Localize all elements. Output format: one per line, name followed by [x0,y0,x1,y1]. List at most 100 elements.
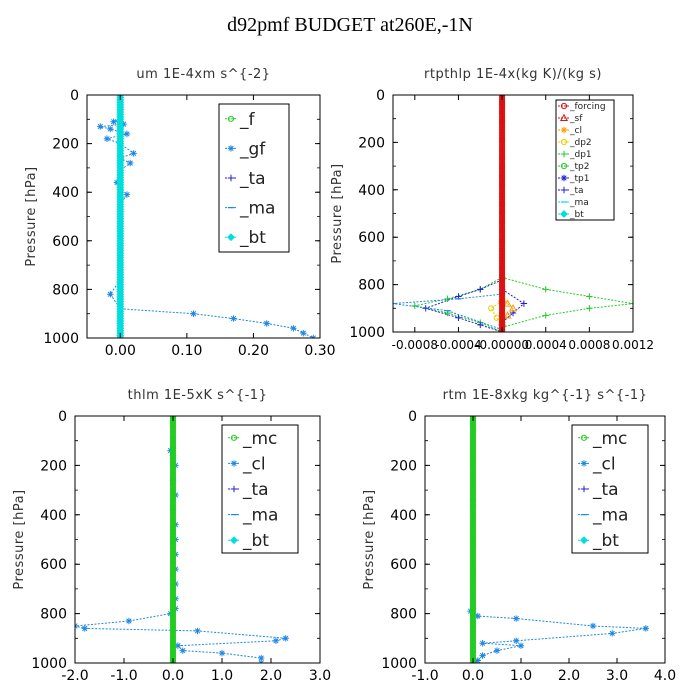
y-tick-label: 0 [58,409,67,425]
data-point [542,312,549,319]
x-tick-label: -0.00000 [475,338,529,352]
data-point [127,159,134,167]
data-point [455,314,462,321]
legend-marker [560,162,568,170]
y-tick-label: 0 [408,409,417,425]
legend-label: _forcing [569,102,606,112]
data-point [97,123,104,130]
y-tick-label: 200 [40,458,67,474]
legend-label: _ta [242,480,269,500]
legend-label: _cl [242,454,266,474]
legend-label: _sf [569,114,583,124]
data-point [263,320,270,327]
chart-panel: rtpthlp 1E-4x(kg K)/(kg s) Pressure [hPa]… [330,67,654,352]
legend-marker [227,145,235,152]
legend-label: _ta [569,186,584,196]
data-point [479,652,486,659]
legend-label: _bt [239,228,266,248]
data-point [474,612,481,620]
legend-marker [560,174,568,182]
data-point [110,118,117,125]
legend-marker [230,485,238,493]
y-tick-label: 200 [390,458,417,474]
data-point [477,321,484,329]
data-point [290,325,297,332]
chart-title: rtpthlp 1E-4x(kg K)/(kg s) [424,67,602,82]
legend-label: _bt [242,531,269,551]
data-point [586,293,593,300]
x-tick-label: 0.0 [162,668,184,684]
data-point [513,615,520,622]
chart-title: um 1E-4xm s^{-2} [136,67,270,82]
legend-label: _ma [592,506,628,526]
legend-marker [560,102,568,110]
x-tick-label: 3.0 [606,668,628,684]
data-point [517,642,525,649]
legend-marker [230,434,238,441]
x-tick-label: 1.0 [510,668,532,684]
legend-marker [560,186,568,194]
plot-area [393,95,633,332]
y-tick-label: 1000 [381,656,417,672]
legend-marker [227,174,235,182]
chart-title: thlm 1E-5xK s^{-1} [128,388,268,403]
y-tick-label: 0 [70,88,79,104]
data-point [103,135,111,142]
legend-marker [230,536,238,545]
legend-label: _ma [569,198,589,208]
legend-marker [230,460,238,467]
data-point [107,291,114,298]
data-point [609,630,616,637]
legend-label: _tp1 [569,174,589,184]
data-point [218,649,226,657]
legend-label: _mc [592,429,627,449]
data-point [503,299,512,307]
x-tick-label: 0.00 [105,343,136,359]
data-point [190,310,197,317]
data-point [300,329,307,337]
x-tick-label: 0.0012 [612,338,654,352]
data-point [230,315,237,322]
y-tick-label: 600 [52,234,79,250]
data-point [513,637,520,644]
x-tick-label: 2.0 [558,668,580,684]
data-point [589,622,597,630]
legend-marker [227,115,235,122]
legend-marker [580,536,588,545]
x-tick-label: 2.0 [260,668,282,684]
chart-title: rtm 1E-8xkg kg^{-1} s^{-1} [443,388,648,403]
legend-label: _tp2 [569,162,589,172]
legend-marker [560,126,568,134]
x-tick-label: 0.0008 [568,338,610,352]
x-tick-label: -1.0 [411,668,438,684]
data-point [169,657,177,663]
legend: _mc _cl _ta _ma _bt [571,424,649,554]
data-point [123,130,131,138]
data-point [125,617,133,625]
x-tick-label: -1.0 [110,668,137,684]
legend-label: _ma [242,506,278,526]
data-point [272,637,280,644]
x-tick-label: 0.20 [238,343,269,359]
data-point [479,640,486,647]
legend-marker [560,150,568,158]
series-line-ta [501,288,525,323]
data-point [444,295,451,303]
legend-box [555,99,615,221]
legend: _forcing _sf _cl _dp2 _dp1 _tp2 _tp1 _ta _ma _bt [555,99,615,221]
legend-label: _dp1 [569,150,592,160]
y-tick-label: 600 [358,230,385,246]
data-point [508,304,518,312]
y-axis-label: Pressure [hPa] [330,163,345,263]
series-line-cl [469,608,646,663]
legend-label: _bt [592,531,619,551]
y-tick-label: 600 [40,557,67,573]
x-tick-label: 1.0 [211,668,233,684]
legend-label: _f [239,110,256,130]
data-point [179,647,186,654]
data-point [493,314,500,321]
x-tick-label: 0.30 [304,343,335,359]
y-axis-label: Pressure [hPa] [12,489,27,589]
chart-panel: thlm 1E-5xK s^{-1} Pressure [hPa] 0 200 400 6… [12,388,331,684]
data-point [493,647,501,654]
